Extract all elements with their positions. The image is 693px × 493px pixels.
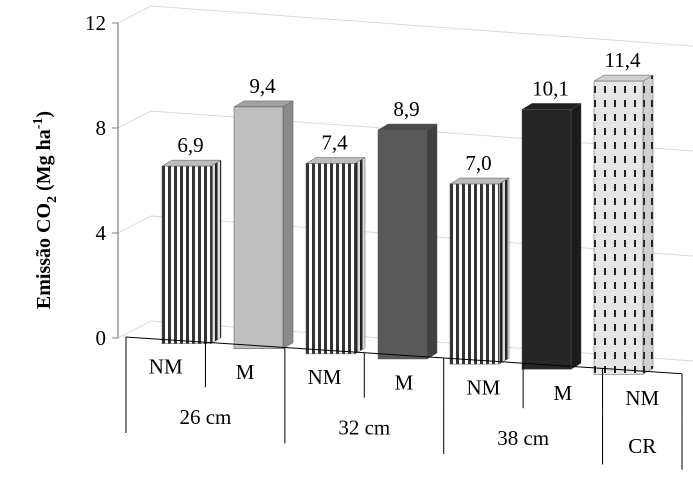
- category-label: M: [395, 370, 414, 394]
- bar-side: [210, 159, 222, 345]
- bar-side: [354, 157, 366, 355]
- bar-top: [305, 157, 366, 164]
- bar-5: [449, 177, 510, 365]
- grid-lines: 0 4 8 12: [85, 5, 693, 362]
- y-tick-label: 0: [96, 326, 107, 350]
- bar-3: [305, 157, 366, 355]
- y-tick-label: 8: [96, 116, 107, 140]
- category-axis: NM M NM M NM M NM 26 cm 32 cm 38 cm CR: [125, 336, 683, 470]
- category-label: NM: [308, 365, 342, 389]
- bar-front: [233, 106, 284, 350]
- axes: [112, 22, 119, 339]
- bar-top: [233, 100, 294, 108]
- group-label: 38 cm: [497, 426, 549, 450]
- y-axis-label: Emissão CO2 (Mg ha-1): [31, 111, 60, 309]
- data-label: 8,9: [393, 97, 419, 121]
- x-axis-line: [125, 336, 683, 375]
- bar-7: [593, 74, 654, 375]
- gridline: [117, 5, 693, 47]
- gridline: [117, 110, 693, 152]
- category-label: M: [236, 360, 255, 384]
- gridline: [117, 215, 693, 257]
- bar-top: [521, 103, 582, 110]
- bar-side: [498, 177, 510, 365]
- data-label: 10,1: [532, 76, 569, 100]
- category-label: NM: [625, 386, 659, 410]
- bar-1: [161, 159, 222, 345]
- y-tick-label: 12: [85, 11, 106, 35]
- group-label: 32 cm: [338, 416, 390, 440]
- bar-front: [161, 165, 212, 344]
- data-label: 6,9: [177, 133, 203, 157]
- data-label: 11,4: [605, 48, 641, 72]
- gridline: [117, 320, 693, 362]
- y-tick-label: 4: [96, 221, 107, 245]
- bar-side: [642, 74, 654, 375]
- category-label: M: [554, 381, 573, 405]
- category-label: NM: [467, 376, 501, 400]
- bars: 6,9 9,4 7,4 8,9 7,0 10,1 11,4: [161, 48, 654, 375]
- data-label: 7,4: [321, 131, 348, 155]
- bar-top: [593, 74, 654, 82]
- group-label: CR: [628, 434, 656, 458]
- bar-top: [161, 159, 222, 167]
- group-label: 26 cm: [179, 405, 231, 429]
- data-label: 9,4: [249, 74, 276, 98]
- data-label: 7,0: [465, 151, 491, 175]
- bar-front: [377, 129, 428, 360]
- bar-side: [426, 123, 438, 360]
- bar-front: [593, 80, 644, 375]
- bar-6: [521, 102, 582, 370]
- bar-top: [449, 177, 510, 185]
- bar-2: [233, 100, 294, 350]
- bar-side: [570, 102, 582, 370]
- bar-4: [377, 123, 438, 360]
- bar-side: [282, 100, 294, 350]
- bar-front: [449, 183, 500, 365]
- bar-front: [521, 109, 572, 370]
- bar-top: [377, 123, 438, 131]
- category-label: NM: [149, 355, 183, 379]
- bar-front: [305, 163, 356, 355]
